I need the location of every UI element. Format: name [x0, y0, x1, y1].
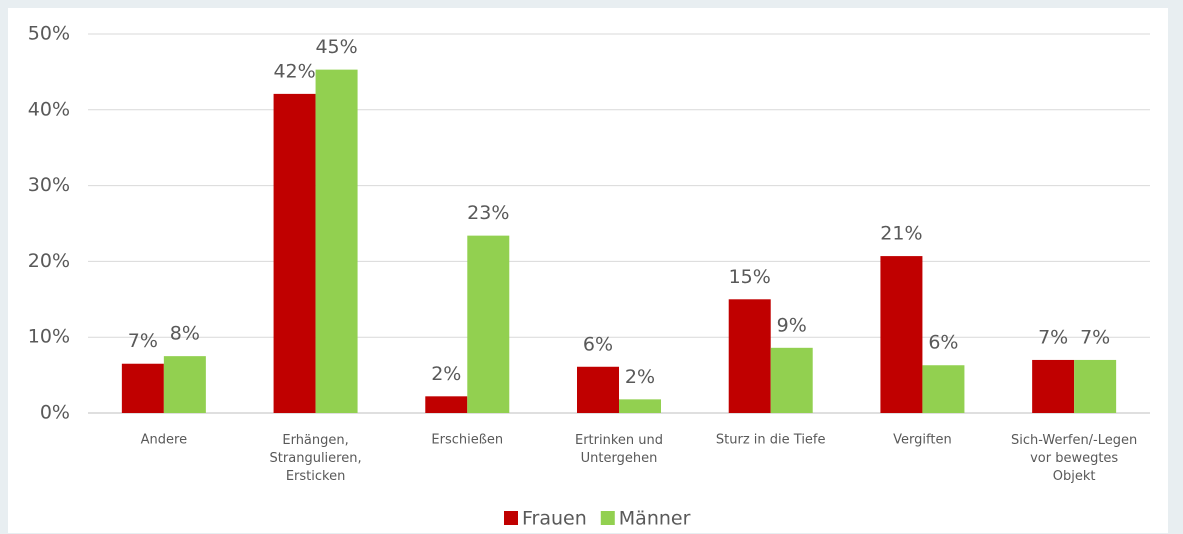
data-label: 42% [273, 60, 315, 82]
bar [577, 366, 619, 413]
legend-label: Männer [619, 508, 691, 530]
y-tick-label: 0% [40, 402, 70, 424]
legend-label: Frauen [522, 508, 587, 530]
x-tick-label: Andere [141, 433, 187, 448]
data-label: 21% [880, 223, 922, 245]
bar [425, 396, 468, 413]
data-label: 6% [928, 332, 958, 354]
bar [619, 399, 661, 413]
bar [121, 363, 164, 413]
chart-area [8, 8, 1168, 533]
x-tick-label: Erschießen [431, 433, 503, 448]
y-tick-label: 20% [28, 250, 70, 272]
data-label: 7% [1038, 326, 1068, 348]
bar [315, 69, 358, 413]
data-label: 7% [128, 330, 158, 352]
bar [1074, 359, 1117, 413]
x-tick-label: Sturz in die Tiefe [716, 433, 826, 448]
x-tick-label: Ertrinken und Untergehen [575, 433, 663, 466]
legend-swatch [504, 511, 518, 525]
legend-swatch [600, 511, 615, 525]
data-label: 15% [729, 266, 771, 288]
bar [728, 299, 771, 413]
y-tick-label: 40% [28, 98, 70, 120]
x-tick-label: Vergiften [893, 433, 952, 448]
y-tick-label: 50% [28, 23, 70, 45]
data-label: 6% [583, 333, 613, 355]
data-label: 2% [625, 366, 655, 388]
bar [922, 365, 965, 413]
y-tick-label: 10% [28, 326, 70, 348]
x-tick-label: Erhängen, Strangulieren, Ersticken [270, 433, 362, 484]
bar [163, 356, 206, 413]
bar [467, 235, 510, 413]
bar [273, 93, 316, 414]
bar [880, 256, 923, 413]
data-label: 45% [315, 36, 357, 58]
x-tick-label: Sich-Werfen/-Legen vor bewegtes Objekt [1011, 433, 1137, 484]
y-tick-label: 30% [28, 174, 70, 196]
data-label: 8% [170, 323, 200, 345]
bar [770, 347, 813, 413]
data-label: 2% [431, 363, 461, 385]
data-label: 7% [1080, 326, 1110, 348]
data-label: 23% [467, 202, 509, 224]
bar [1032, 359, 1075, 413]
data-label: 9% [777, 314, 807, 336]
